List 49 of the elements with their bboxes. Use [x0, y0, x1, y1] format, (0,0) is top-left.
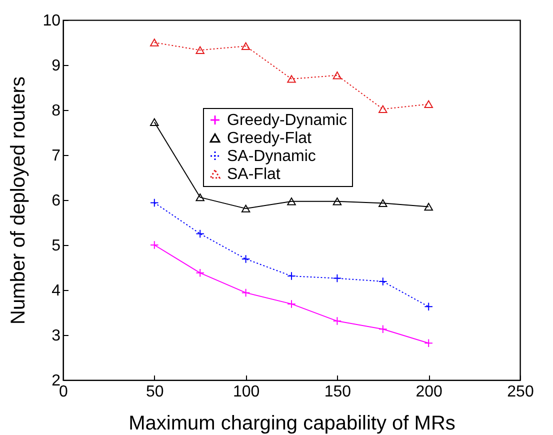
point — [287, 300, 296, 308]
point — [241, 288, 250, 298]
point — [424, 202, 433, 211]
point — [424, 100, 433, 108]
point — [424, 302, 433, 312]
y-tick-label: 10 — [42, 12, 61, 30]
point — [241, 42, 250, 50]
y-tick-label: 2 — [52, 372, 61, 390]
y-tick-label: 6 — [52, 192, 61, 210]
x-tick-label: 50 — [146, 384, 164, 400]
y-tick-label: 7 — [52, 148, 61, 164]
x-tick-label: 100 — [232, 384, 260, 400]
point — [150, 118, 159, 126]
point — [424, 338, 433, 348]
point — [378, 105, 388, 113]
x-tick-label: 200 — [416, 384, 443, 400]
x-tick-label: 0 — [59, 384, 68, 400]
x-tick-label: 250 — [507, 384, 534, 400]
y-axis-title: Number of deployed routers — [8, 76, 30, 324]
point — [378, 277, 388, 286]
point — [332, 316, 342, 326]
point — [287, 272, 296, 280]
y-tick-label: 5 — [52, 238, 61, 254]
legend-label: SA-Flat — [227, 166, 281, 183]
point — [287, 75, 296, 83]
point — [332, 71, 342, 80]
point — [332, 274, 342, 283]
y-tick-label: 4 — [52, 282, 61, 300]
point — [150, 38, 159, 46]
point — [332, 197, 342, 206]
legend-label: Greedy-Flat — [227, 130, 312, 147]
point — [196, 46, 204, 54]
x-tick-label: 150 — [324, 384, 352, 400]
point — [150, 198, 159, 208]
y-tick-label: 9 — [52, 58, 61, 74]
legend-label: Greedy-Dynamic — [227, 112, 348, 129]
point — [378, 324, 388, 334]
y-tick-label: 3 — [52, 328, 61, 344]
point — [241, 204, 250, 212]
point — [196, 193, 204, 202]
x-axis-title: Maximum charging capability of MRs — [128, 412, 456, 434]
y-tick-label: 8 — [52, 102, 61, 120]
legend-label: SA-Dynamic — [227, 148, 316, 165]
point — [378, 199, 388, 208]
point — [150, 240, 159, 250]
point — [196, 229, 204, 238]
point — [196, 268, 204, 278]
point — [287, 197, 296, 206]
point — [241, 254, 250, 264]
